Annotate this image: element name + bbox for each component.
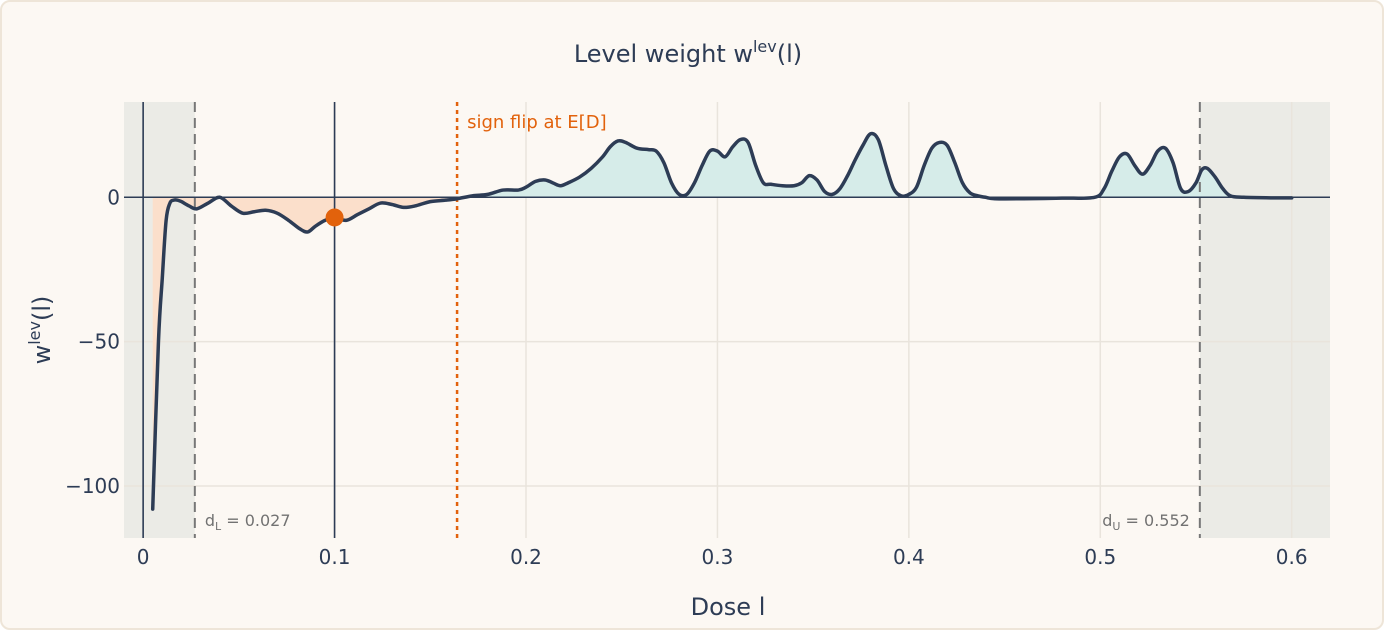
x-tick-label: 0.5: [1084, 545, 1116, 569]
x-axis-title: Dose l: [691, 593, 766, 621]
x-tick-label: 0.2: [510, 545, 542, 569]
negative-area-fill: [152, 197, 1292, 510]
markers: [325, 208, 344, 227]
x-tick-label: 0.4: [893, 545, 925, 569]
vertical-lines: [124, 102, 1330, 538]
marker-point: [325, 208, 344, 227]
y-axis-title: wlev(l): [25, 296, 56, 365]
shaded-regions: [124, 102, 1330, 538]
x-tick-label: 0.6: [1276, 545, 1308, 569]
series-line: [150, 131, 1294, 511]
text-layer: Level weight wlev(l) 0 0.1 0.2 0.3 0.4 0.5 0.6 0…: [25, 37, 1308, 621]
shaded-region-2: [1199, 102, 1330, 538]
area-fills: [152, 133, 1292, 510]
x-tick-label: 0.1: [319, 545, 351, 569]
level-weight-line: [150, 131, 1294, 511]
sign-flip-annotation: sign flip at E[D]: [467, 112, 607, 133]
y-tick-label: −100: [65, 474, 120, 498]
y-tick-label: −50: [78, 330, 120, 354]
positive-area-fill: [152, 133, 1292, 198]
y-tick-label: 0: [107, 185, 120, 209]
d-lower-annotation: dL = 0.027: [205, 511, 291, 533]
x-tick-label: 0.3: [702, 545, 734, 569]
d-upper-annotation: dU = 0.552: [1102, 511, 1190, 533]
x-tick-label: 0: [137, 545, 150, 569]
chart-title: Level weight wlev(l): [574, 37, 802, 68]
